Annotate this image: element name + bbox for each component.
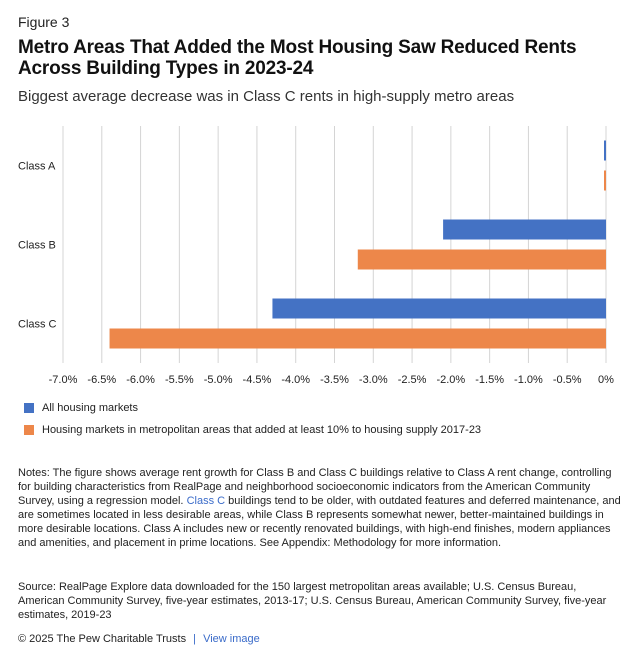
bar-all-housing	[604, 140, 606, 161]
x-tick-label: -2.0%	[436, 374, 465, 386]
source-text: Source: RealPage Explore data downloaded…	[18, 581, 607, 621]
bar-chart: -7.0% -6.5% -6.0% -5.5% -5.0% -4.5% -4.0% -3.5%…	[18, 126, 614, 386]
notes-highlight-class-c: Class C	[186, 495, 226, 507]
x-tick-label: -3.0%	[359, 374, 388, 386]
x-tick-label: -6.0%	[126, 374, 155, 386]
bar-high-supply	[357, 249, 606, 270]
x-tick-label: -4.5%	[243, 374, 272, 386]
x-tick-label: -5.5%	[165, 374, 194, 386]
legend-swatch-high-supply	[24, 425, 34, 435]
bar-high-supply	[604, 170, 606, 191]
legend-item-all: All housing markets	[24, 402, 138, 414]
x-tick-label: -4.0%	[281, 374, 310, 386]
legend-swatch-all	[24, 403, 34, 413]
notes-text: Notes: The figure shows average rent gro…	[18, 466, 623, 550]
x-tick-label: -6.5%	[87, 374, 116, 386]
chart-subtitle: Biggest average decrease was in Class C …	[18, 88, 515, 105]
x-tick-label: -3.5%	[320, 374, 349, 386]
notes-part-2: buildings tend to be older, with outdate…	[18, 495, 621, 549]
x-tick-label: 0%	[598, 374, 614, 386]
notes-part-1: Notes: The figure shows average rent gro…	[18, 467, 612, 507]
bar-all-housing	[443, 219, 606, 240]
y-category-label: Class C	[18, 319, 57, 331]
y-category-label: Class A	[18, 161, 56, 173]
bar-high-supply	[109, 328, 607, 349]
x-tick-label: -1.0%	[514, 374, 543, 386]
footer-separator: |	[193, 633, 197, 645]
legend-label-high-supply: Housing markets in metropolitan areas th…	[42, 424, 482, 436]
x-tick-label: -2.5%	[398, 374, 427, 386]
x-tick-label: -1.5%	[475, 374, 504, 386]
legend-item-high-supply: Housing markets in metropolitan areas th…	[24, 424, 481, 436]
copyright: © 2025 The Pew Charitable Trusts	[18, 633, 187, 645]
x-tick-label: -5.0%	[204, 374, 233, 386]
x-tick-label: -0.5%	[553, 374, 582, 386]
view-image-link[interactable]: View image	[203, 633, 260, 645]
figure-label: Figure 3	[18, 14, 70, 30]
chart-title: Metro Areas That Added the Most Housing …	[18, 37, 577, 79]
footer: © 2025 The Pew Charitable Trusts | View …	[18, 633, 260, 645]
legend-label-all: All housing markets	[42, 402, 138, 414]
bar-all-housing	[272, 298, 606, 319]
y-category-label: Class B	[18, 240, 56, 252]
x-tick-label: -7.0%	[49, 374, 78, 386]
